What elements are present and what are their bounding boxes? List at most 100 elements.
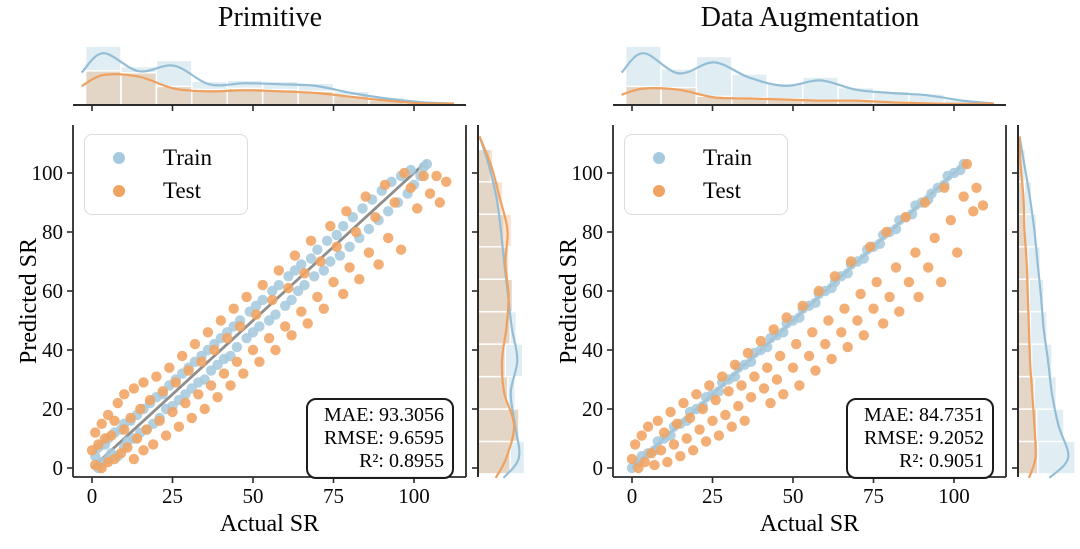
- scatter-point-test: [431, 170, 442, 182]
- scatter-point-test: [299, 268, 310, 279]
- scatter-point-test: [183, 365, 194, 376]
- x-tick-label: 25: [162, 484, 183, 508]
- scatter-point-test: [691, 389, 702, 400]
- scatter-point-test: [836, 327, 847, 338]
- scatter-point-test: [96, 418, 107, 429]
- scatter-point-test: [755, 335, 766, 347]
- scatter-point-train: [729, 371, 741, 382]
- scatter-point-test: [749, 371, 760, 382]
- scatter-point-test: [704, 380, 715, 391]
- train-marker-icon: [653, 152, 665, 164]
- x-tick-label: 50: [243, 484, 264, 508]
- scatter-point-test: [273, 265, 284, 276]
- scatter-point-train: [858, 253, 869, 264]
- scatter-point-train: [890, 223, 902, 235]
- scatter-point-test: [723, 386, 734, 397]
- scatter-point-test: [241, 291, 252, 303]
- y-tick-label: 40: [582, 338, 603, 362]
- scatter-point-test: [151, 371, 162, 382]
- scatter-point-test: [688, 445, 699, 456]
- scatter-point-train: [270, 309, 281, 320]
- scatter-point-train: [383, 206, 394, 217]
- scatter-point-test: [652, 415, 663, 426]
- scatter-point-test: [122, 442, 133, 453]
- scatter-point-test: [710, 394, 721, 406]
- scatter-point-test: [141, 424, 152, 435]
- scatter-point-test: [363, 247, 375, 258]
- scatter-point-test: [881, 226, 892, 238]
- scatter-point-test: [919, 197, 931, 208]
- scatter-point-test: [325, 220, 336, 232]
- scatter-point-test: [649, 459, 660, 471]
- top-hist-bar-test: [120, 72, 158, 106]
- scatter-point-test: [441, 176, 452, 187]
- scatter-point-test: [228, 303, 239, 314]
- scatter-point-test: [399, 167, 410, 179]
- scatter-point-test: [302, 318, 313, 329]
- scatter-point-test: [305, 235, 317, 246]
- scatter-point-test: [865, 241, 876, 252]
- scatter-point-test: [668, 439, 680, 450]
- scatter-point-test: [164, 362, 175, 373]
- scatter-point-test: [331, 241, 342, 252]
- r2-value: R²: 0.9051: [899, 450, 984, 472]
- scatter-point-test: [884, 291, 895, 303]
- scatter-point-test: [868, 303, 879, 314]
- scatter-point-train: [231, 341, 243, 353]
- scatter-point-test: [173, 421, 185, 432]
- scatter-point-test: [781, 312, 792, 323]
- scatter-point-test: [202, 327, 214, 338]
- scatter-point-test: [148, 439, 159, 450]
- scatter-point-test: [890, 262, 902, 273]
- scatter-point-test: [778, 389, 789, 400]
- scatter-point-train: [299, 279, 310, 291]
- scatter-point-test: [958, 191, 969, 202]
- scatter-point-test: [135, 403, 146, 415]
- scatter-point-test: [733, 400, 744, 412]
- scatter-point-test: [131, 433, 143, 444]
- legend-row-test: Test: [625, 179, 787, 203]
- scatter-point-test: [212, 392, 223, 403]
- scatter-point-test: [671, 418, 683, 429]
- scatter-point-test: [913, 291, 924, 303]
- scatter-point-test: [157, 386, 168, 397]
- legend-test-label: Test: [163, 178, 201, 203]
- scatter-point-test: [729, 359, 741, 370]
- scatter-point-train: [312, 244, 323, 255]
- x-tick-label: 75: [323, 484, 344, 508]
- scatter-point-test: [128, 453, 140, 465]
- scatter-point-test: [794, 380, 805, 391]
- scatter-point-test: [639, 456, 651, 468]
- scatter-point-test: [655, 445, 667, 456]
- metrics-box: MAE: 93.3056 RMSE: 9.6595 R²: 0.8955: [306, 398, 454, 479]
- scatter-point-train: [309, 271, 320, 282]
- x-tick-label: 100: [938, 484, 970, 508]
- x-axis-label: Actual SR: [219, 511, 320, 537]
- scatter-point-test: [665, 406, 676, 418]
- x-tick-label: 0: [87, 484, 98, 508]
- scatter-point-test: [626, 453, 638, 465]
- scatter-point-test: [858, 330, 869, 341]
- y-tick-label: 100: [572, 161, 604, 185]
- scatter-point-test: [803, 350, 815, 362]
- scatter-point-test: [855, 288, 866, 300]
- scatter-point-test: [929, 232, 940, 244]
- y-tick-label: 40: [42, 338, 63, 362]
- legend: Train Test: [84, 134, 248, 215]
- scatter-point-test: [383, 232, 394, 244]
- scatter-point-test: [315, 256, 326, 267]
- legend-row-test: Test: [85, 179, 247, 203]
- scatter-point-test: [845, 256, 857, 267]
- top-kde-train: [620, 52, 995, 105]
- mae-value: MAE: 84.7351: [864, 404, 984, 426]
- scatter-point-test: [286, 330, 297, 341]
- scatter-point-test: [344, 262, 355, 273]
- scatter-point-test: [389, 197, 400, 208]
- scatter-point-test: [894, 306, 905, 317]
- top-hist-bar-test: [84, 70, 122, 106]
- y-tick-label: 80: [582, 220, 603, 244]
- scatter-point-test: [350, 226, 362, 238]
- scatter-point-test: [267, 294, 278, 306]
- scatter-point-test: [642, 421, 654, 432]
- scatter-point-test: [370, 212, 381, 223]
